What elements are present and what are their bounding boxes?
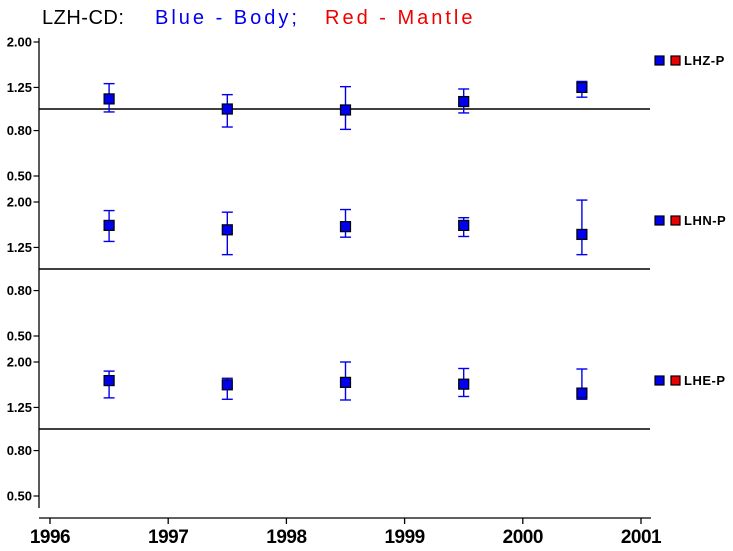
legend-label: LHE-P — [684, 373, 726, 388]
x-axis-tick-label: 2001 — [621, 527, 662, 548]
x-axis-tick-label: 1999 — [384, 527, 424, 548]
legend-label: LHZ-P — [684, 53, 725, 68]
y-axis-tick-label: 2.00 — [7, 195, 32, 210]
legend-LHE-P: LHE-P — [654, 373, 726, 388]
y-axis-tick-label: 0.80 — [7, 443, 32, 458]
error-bar — [576, 199, 588, 256]
data-point-marker — [221, 224, 233, 236]
legend-mantle-swatch — [670, 375, 681, 386]
data-point-marker — [576, 228, 588, 241]
title-body-legend-label: Blue - Body; — [155, 7, 300, 29]
data-point-marker — [576, 81, 588, 94]
legend-body-swatch — [654, 215, 665, 226]
x-axis-tick-label: 1996 — [30, 527, 70, 548]
data-point-marker — [103, 374, 115, 387]
y-axis-tick-label: 2.00 — [7, 35, 32, 50]
y-axis-tick-label: 0.80 — [7, 123, 32, 138]
y-axis-tick-label: 0.50 — [7, 489, 32, 504]
y-axis-tick-label: 1.25 — [7, 400, 32, 415]
y-axis-tick-label: 1.25 — [7, 80, 32, 95]
data-point-marker — [103, 219, 115, 231]
x-axis-tick-label: 1997 — [148, 527, 188, 548]
legend-LHZ-P: LHZ-P — [654, 53, 725, 68]
legend-label: LHN-P — [684, 213, 726, 228]
y-axis-tick-label: 1.25 — [7, 240, 32, 255]
data-point-marker — [576, 387, 588, 399]
y-axis-tick-label: 0.50 — [7, 329, 32, 344]
panel-LHE-P: 2.00 1.25 0.80 0.50 LHE-P — [7, 355, 726, 504]
data-point-marker — [221, 103, 233, 115]
x-axis-tick-label: 2000 — [503, 527, 543, 548]
legend-LHN-P: LHN-P — [654, 213, 726, 228]
data-point-marker — [458, 219, 470, 231]
y-axis-tick-label: 0.80 — [7, 283, 32, 298]
legend-mantle-swatch — [670, 215, 681, 226]
data-point-marker — [339, 221, 352, 233]
panel-LHZ-P: 2.00 1.25 0.80 0.50 LHZ-P — [7, 35, 725, 184]
panel-LHN-P: 2.00 1.25 0.80 0.50 LHN-P — [7, 195, 726, 344]
data-point-marker — [221, 379, 233, 391]
title-station-label: LZH-CD: — [42, 7, 125, 29]
data-point-marker — [339, 104, 352, 116]
x-axis-tick-label: 1998 — [266, 527, 306, 548]
data-point-marker — [103, 93, 115, 105]
data-point-marker — [458, 378, 470, 390]
title-mantle-legend-label: Red - Mantle — [325, 7, 476, 29]
y-axis-tick-label: 2.00 — [7, 355, 32, 370]
legend-body-swatch — [654, 55, 665, 66]
data-point-marker — [458, 95, 470, 108]
y-axis-tick-label: 0.50 — [7, 169, 32, 184]
data-point-marker — [339, 376, 352, 388]
legend-mantle-swatch — [670, 55, 681, 66]
legend-body-swatch — [654, 375, 665, 386]
